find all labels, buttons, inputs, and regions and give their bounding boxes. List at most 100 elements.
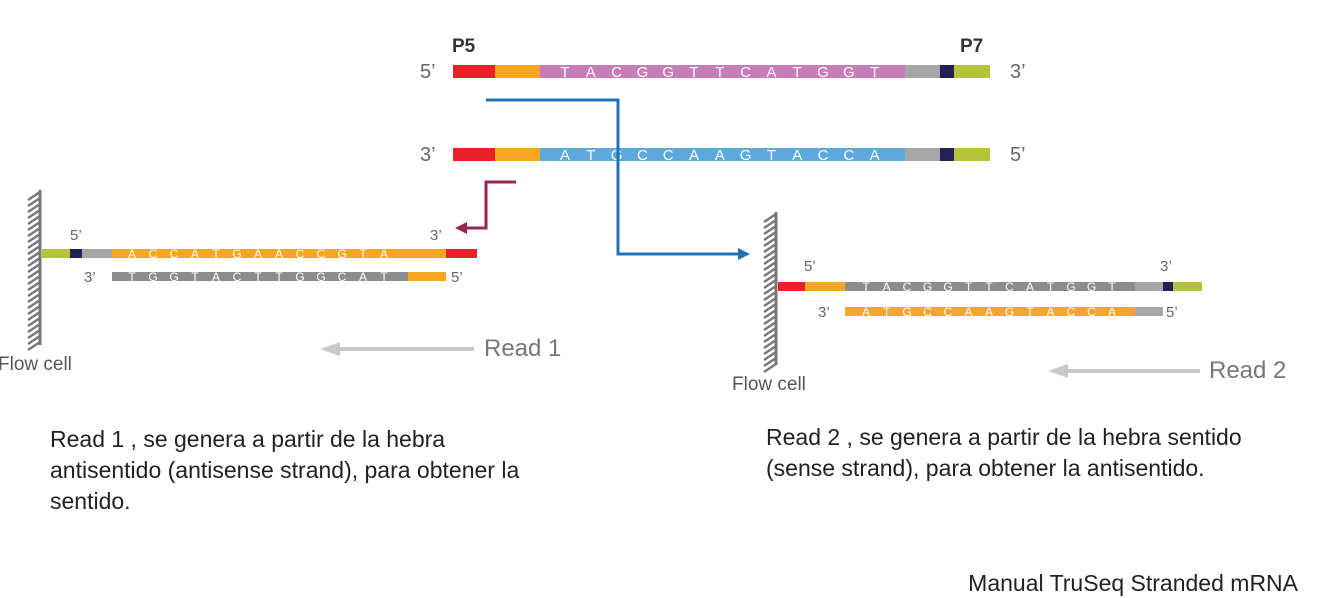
base-letter: C bbox=[170, 247, 179, 261]
base-letter: A bbox=[792, 147, 802, 164]
p5-segment bbox=[453, 148, 495, 161]
flow-cell-hatch bbox=[763, 212, 777, 224]
flow-cell-hatch bbox=[27, 334, 41, 346]
base-letter: C bbox=[843, 147, 854, 164]
insert-segment bbox=[112, 249, 408, 258]
base-letter: T bbox=[586, 147, 595, 164]
flow-cell-hatch bbox=[27, 310, 41, 322]
base-letter: C bbox=[317, 247, 326, 261]
read2-description: Read 2 , se genera a partir de la hebra … bbox=[766, 424, 1242, 481]
base-letter: A bbox=[359, 270, 367, 284]
flow-cell-hatch bbox=[763, 350, 777, 362]
strand-end-label: 5’ bbox=[1166, 304, 1178, 321]
base-letter: C bbox=[1005, 280, 1014, 294]
adapter-marker bbox=[70, 249, 82, 258]
flow-cell-hatch bbox=[27, 322, 41, 334]
read2-arrow bbox=[486, 98, 750, 260]
base-letter: T bbox=[985, 280, 993, 294]
flow-cell-hatch bbox=[27, 268, 41, 280]
base-letter: T bbox=[767, 147, 776, 164]
base-letter: T bbox=[965, 280, 973, 294]
base-letter: T bbox=[883, 305, 891, 319]
base-letter: A bbox=[1026, 280, 1034, 294]
strand-end-label: 3’ bbox=[420, 144, 436, 166]
base-letter: A bbox=[212, 270, 220, 284]
base-letter: C bbox=[740, 64, 751, 81]
base-letter: G bbox=[923, 280, 932, 294]
base-letter: A bbox=[689, 147, 699, 164]
base-letter: C bbox=[1067, 305, 1076, 319]
adapter-segment bbox=[905, 148, 940, 161]
flow-cell-hatch bbox=[763, 308, 777, 320]
flow-cell-hatch bbox=[27, 262, 41, 274]
strand-end-label: 5’ bbox=[451, 269, 463, 286]
flow-cell-surface bbox=[27, 190, 42, 352]
flow-cell-surface bbox=[763, 212, 778, 374]
flow-cell-hatch bbox=[763, 248, 777, 260]
read-segment bbox=[845, 307, 1135, 316]
base-letter: G bbox=[843, 64, 855, 81]
flow-cell-hatch bbox=[27, 340, 41, 352]
flow-cell-hatch bbox=[763, 218, 777, 230]
base-letter: C bbox=[1087, 305, 1096, 319]
read1-direction-arrow bbox=[320, 342, 474, 356]
flow-cell-hatch bbox=[763, 332, 777, 344]
strand-end-label: 3’ bbox=[1160, 258, 1172, 275]
base-letter: T bbox=[793, 64, 802, 81]
base-letter: A bbox=[715, 147, 725, 164]
index-segment bbox=[408, 249, 446, 258]
flow-cell-hatch bbox=[27, 232, 41, 244]
base-letter: C bbox=[637, 147, 648, 164]
flow-cell-hatch bbox=[763, 314, 777, 326]
read1-description: Read 1 , se genera a partir de la hebra … bbox=[50, 426, 520, 514]
strand-end-label: 3’ bbox=[84, 269, 96, 286]
adapter-segment bbox=[82, 249, 112, 258]
insert-segment bbox=[845, 282, 1135, 291]
strand-end-label: 5’ bbox=[70, 227, 82, 244]
insert-segment bbox=[540, 148, 905, 161]
base-letter: T bbox=[689, 64, 698, 81]
insert-segment bbox=[540, 65, 905, 78]
flow-cell-hatch bbox=[763, 344, 777, 356]
base-letter: A bbox=[191, 247, 199, 261]
strand-end-label: 3’ bbox=[1010, 61, 1026, 83]
base-letter: A bbox=[128, 247, 136, 261]
p7-segment bbox=[954, 65, 990, 78]
flow-cell-hatch bbox=[27, 238, 41, 250]
flow-cell-hatch bbox=[763, 224, 777, 236]
flow-cell-hatch bbox=[763, 356, 777, 368]
adapter-segment bbox=[905, 65, 940, 78]
flow-cell-hatch bbox=[763, 230, 777, 242]
source-credit: Manual TruSeq Stranded mRNA bbox=[968, 570, 1298, 596]
strand-end-label: 3’ bbox=[818, 304, 830, 321]
base-letter: T bbox=[254, 270, 262, 284]
flow-cell-hatch bbox=[763, 260, 777, 272]
base-letter: A bbox=[862, 305, 870, 319]
strand-end-label: 5’ bbox=[420, 61, 436, 83]
flow-cell-hatch bbox=[763, 272, 777, 284]
flow-cell-hatch bbox=[763, 326, 777, 338]
base-letter: A bbox=[870, 147, 880, 164]
p7-segment bbox=[1173, 282, 1202, 291]
base-letter: A bbox=[882, 280, 890, 294]
base-letter: A bbox=[254, 247, 262, 261]
base-letter: G bbox=[662, 64, 674, 81]
base-letter: T bbox=[560, 64, 569, 81]
flow-cell-hatch bbox=[27, 250, 41, 262]
flow-cell-hatch bbox=[763, 266, 777, 278]
flow-cell-hatch bbox=[27, 274, 41, 286]
base-letter: G bbox=[1005, 305, 1014, 319]
base-letter: G bbox=[148, 270, 157, 284]
base-letter: C bbox=[944, 305, 953, 319]
base-letter: A bbox=[560, 147, 570, 164]
index-segment bbox=[408, 272, 446, 281]
base-letter: T bbox=[275, 270, 283, 284]
flow-cell-hatch bbox=[763, 236, 777, 248]
flow-cell-hatch bbox=[763, 254, 777, 266]
base-letter: C bbox=[338, 270, 347, 284]
